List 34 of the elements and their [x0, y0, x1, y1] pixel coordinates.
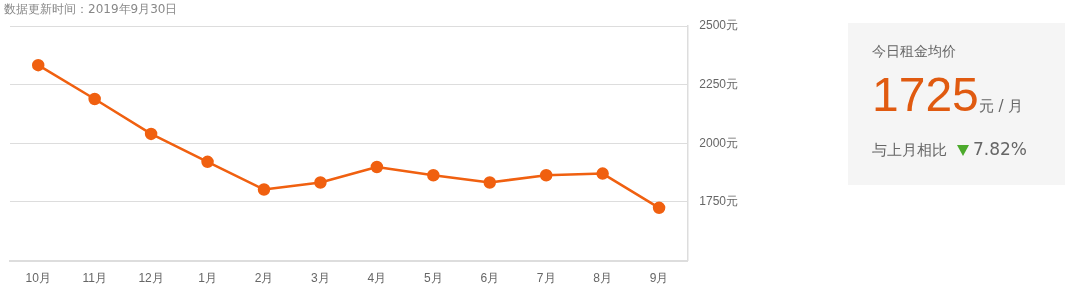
x-tick-label: 3月	[311, 271, 330, 286]
x-tick-label: 9月	[649, 271, 669, 286]
x-tick-label: 7月	[536, 271, 556, 286]
point	[483, 176, 497, 189]
y-tick-label: 2000元	[699, 135, 739, 150]
x-tick-label: 2月	[254, 271, 274, 286]
y-tick-label: 2250元	[699, 76, 739, 91]
x-tick-label: 11月	[82, 271, 107, 286]
text: 与上月相比	[872, 141, 947, 159]
point	[144, 127, 158, 141]
point	[201, 155, 214, 169]
x-tick-label: 4月	[367, 271, 387, 286]
point	[88, 92, 101, 106]
text: 元 / 月	[978, 97, 1024, 115]
point	[314, 176, 327, 189]
x-tick-label: 5月	[423, 271, 443, 286]
point	[257, 183, 271, 196]
text: 1725	[872, 68, 979, 121]
y-tick-label: 2500元	[699, 18, 739, 33]
x-tick-label: 10月	[25, 271, 51, 286]
y-tick-label: 1750元	[699, 194, 739, 209]
point	[652, 201, 666, 215]
x-tick-label: 8月	[593, 271, 612, 286]
x-tick-label: 12月	[138, 271, 164, 286]
x-tick-label: 6月	[480, 271, 500, 286]
point	[31, 58, 45, 72]
point	[370, 160, 384, 174]
point	[539, 168, 553, 182]
point	[596, 167, 609, 180]
text: 7.82%	[973, 139, 1028, 159]
point	[427, 168, 440, 182]
text: 今日租金均价	[872, 43, 956, 61]
x-tick-label: 1月	[198, 271, 217, 286]
text: 数据更新时间：2019年9月30日	[4, 1, 178, 18]
